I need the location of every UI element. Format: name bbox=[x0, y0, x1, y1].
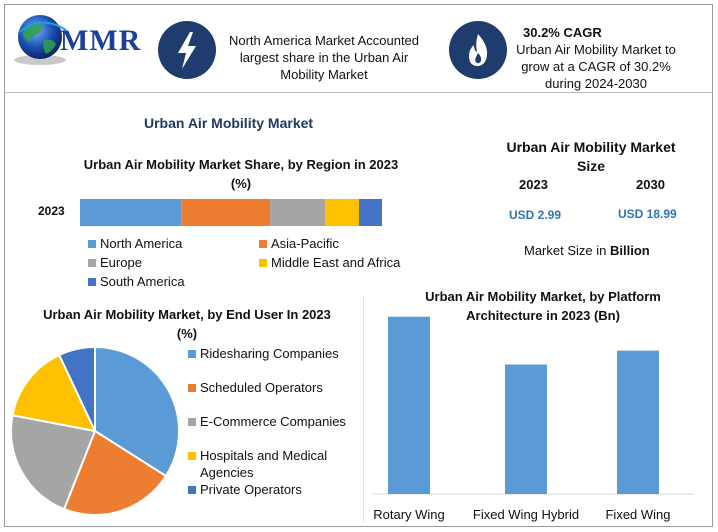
legend-item-north-america: North America bbox=[88, 236, 182, 251]
legend-swatch bbox=[188, 452, 196, 460]
legend-item-middle-east-africa: Middle East and Africa bbox=[259, 255, 400, 270]
legend-swatch bbox=[88, 258, 96, 267]
legend-swatch bbox=[259, 239, 267, 248]
region-segment-north-america bbox=[80, 199, 182, 226]
header-info-north-america: North America Market Accounted largest s… bbox=[228, 33, 420, 82]
legend-swatch bbox=[88, 277, 96, 286]
pie-legend-ecommerce: E-Commerce Companies bbox=[188, 413, 358, 430]
x-tick-label-fixed-wing: Fixed Wing bbox=[605, 507, 670, 522]
bar-fixed-wing-hybrid bbox=[505, 364, 547, 494]
header-divider bbox=[4, 92, 713, 93]
pie-legend-private-operators: Private Operators bbox=[188, 481, 358, 498]
platform-bar-chart: Rotary Wing Fixed Wing Hybrid Fixed Wing bbox=[372, 316, 694, 522]
legend-label: Hospitals and Medical Agencies bbox=[200, 448, 328, 480]
end-user-chart-title: Urban Air Mobility Market, by End User I… bbox=[43, 307, 331, 341]
market-size-note: Market Size in Billion bbox=[524, 243, 650, 258]
pie-legend-hospitals: Hospitals and Medical Agencies bbox=[188, 447, 358, 481]
legend-swatch bbox=[188, 486, 196, 494]
x-tick-label-rotary-wing: Rotary Wing bbox=[373, 507, 445, 522]
region-segment-europe bbox=[270, 199, 326, 226]
legend-label: North America bbox=[100, 236, 183, 251]
legend-label: Europe bbox=[100, 255, 142, 270]
main-title: Urban Air Mobility Market bbox=[144, 115, 314, 131]
x-tick-label-fixed-wing-hybrid: Fixed Wing Hybrid bbox=[473, 507, 579, 522]
market-size-note-unit: Billion bbox=[609, 243, 650, 258]
legend-label: Ridesharing Companies bbox=[200, 346, 339, 361]
market-size-note-prefix: Market Size in bbox=[524, 243, 610, 258]
flame-icon bbox=[449, 21, 507, 79]
pie-slice-e-commerce-companies bbox=[10, 414, 97, 511]
legend-swatch bbox=[88, 239, 96, 248]
region-segment-south-america bbox=[359, 199, 382, 226]
legend-label: Middle East and Africa bbox=[271, 255, 401, 270]
pie-legend-scheduled-operators: Scheduled Operators bbox=[188, 379, 358, 396]
end-user-pie-chart bbox=[10, 345, 180, 516]
cagr-description: Urban Air Mobility Market to grow at a C… bbox=[516, 42, 676, 91]
pie-slice-hospitals-and-medical-agencies bbox=[11, 353, 97, 433]
market-size-value-2030: USD 18.99 bbox=[618, 207, 677, 221]
lightning-icon bbox=[158, 21, 216, 79]
market-size-title: Urban Air Mobility Market Size bbox=[506, 139, 676, 174]
bar-fixed-wing bbox=[617, 350, 659, 494]
region-chart-title: Urban Air Mobility Market Share, by Regi… bbox=[83, 157, 399, 191]
legend-label: Asia-Pacific bbox=[271, 236, 339, 251]
legend-label: Scheduled Operators bbox=[200, 380, 323, 395]
legend-item-europe: Europe bbox=[88, 255, 142, 270]
brand-logo-text: MMR bbox=[60, 24, 142, 57]
pie-slice-scheduled-operators bbox=[62, 429, 168, 516]
market-size-year-2030: 2030 bbox=[636, 177, 665, 192]
platform-chart-title: Urban Air Mobility Market, by Platform A… bbox=[425, 289, 661, 323]
pie-slice-private-operators bbox=[57, 345, 96, 432]
region-stacked-bar bbox=[80, 199, 382, 226]
bar-rotary-wing bbox=[388, 316, 430, 494]
legend-item-asia-pacific: Asia-Pacific bbox=[259, 236, 339, 251]
legend-swatch bbox=[188, 384, 196, 392]
region-segment-asia-pacific bbox=[181, 199, 271, 226]
market-size-value-2023: USD 2.99 bbox=[509, 208, 562, 222]
market-size-year-2023: 2023 bbox=[519, 177, 548, 192]
legend-label: South America bbox=[100, 274, 185, 289]
legend-label: E-Commerce Companies bbox=[200, 414, 346, 429]
pie-legend-ridesharing: Ridesharing Companies bbox=[188, 345, 358, 362]
legend-swatch bbox=[188, 418, 196, 426]
panel-divider bbox=[363, 295, 364, 523]
region-bar-category-label: 2023 bbox=[38, 204, 65, 218]
legend-swatch bbox=[188, 350, 196, 358]
legend-item-south-america: South America bbox=[88, 274, 185, 289]
legend-label: Private Operators bbox=[200, 482, 302, 497]
cagr-title: 30.2% CAGR bbox=[523, 25, 602, 40]
legend-swatch bbox=[259, 258, 267, 267]
region-segment-middle-east-and-africa bbox=[325, 199, 360, 226]
globe-logo-icon bbox=[14, 15, 67, 65]
